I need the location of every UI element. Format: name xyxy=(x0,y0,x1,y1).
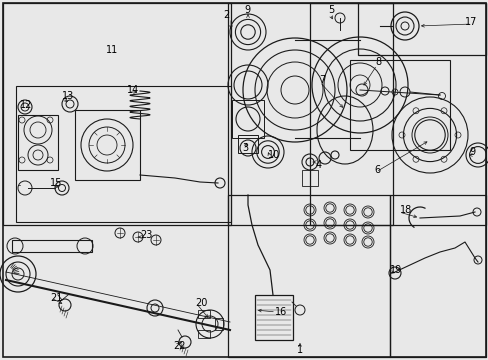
Bar xyxy=(198,310,209,318)
Text: 4: 4 xyxy=(315,160,322,170)
Bar xyxy=(18,115,58,170)
Text: 20: 20 xyxy=(195,298,207,308)
Text: 9: 9 xyxy=(244,5,250,15)
Bar xyxy=(16,86,230,222)
Text: 18: 18 xyxy=(399,205,411,215)
Text: 17: 17 xyxy=(464,17,476,27)
Text: 19: 19 xyxy=(389,265,402,275)
Bar xyxy=(357,3,485,55)
Bar xyxy=(309,3,485,225)
Text: 21: 21 xyxy=(50,293,62,303)
Bar xyxy=(349,60,449,150)
Text: 8: 8 xyxy=(374,57,380,67)
Text: 23: 23 xyxy=(140,230,152,240)
Text: 10: 10 xyxy=(267,150,280,160)
Text: 15: 15 xyxy=(50,178,62,188)
Bar xyxy=(75,110,140,180)
Bar xyxy=(231,100,264,138)
Text: 9: 9 xyxy=(469,147,475,157)
Text: 16: 16 xyxy=(274,307,286,317)
Text: 2: 2 xyxy=(224,10,229,20)
Bar xyxy=(389,195,485,357)
Bar xyxy=(302,170,317,186)
Text: 3: 3 xyxy=(242,143,247,153)
Bar xyxy=(3,3,230,225)
Bar xyxy=(12,240,92,252)
Bar xyxy=(227,195,389,357)
Text: 1: 1 xyxy=(296,345,303,355)
Text: 6: 6 xyxy=(373,165,379,175)
Text: 22: 22 xyxy=(173,341,185,351)
Bar xyxy=(227,3,392,225)
Bar xyxy=(254,295,292,340)
Text: 5: 5 xyxy=(327,5,334,15)
Bar xyxy=(198,330,209,338)
Text: 12: 12 xyxy=(20,100,32,110)
Text: 13: 13 xyxy=(62,91,74,101)
Text: 11: 11 xyxy=(106,45,118,55)
Bar xyxy=(238,135,258,153)
Text: 7: 7 xyxy=(318,75,325,85)
Bar xyxy=(215,318,223,330)
Text: 14: 14 xyxy=(127,85,139,95)
